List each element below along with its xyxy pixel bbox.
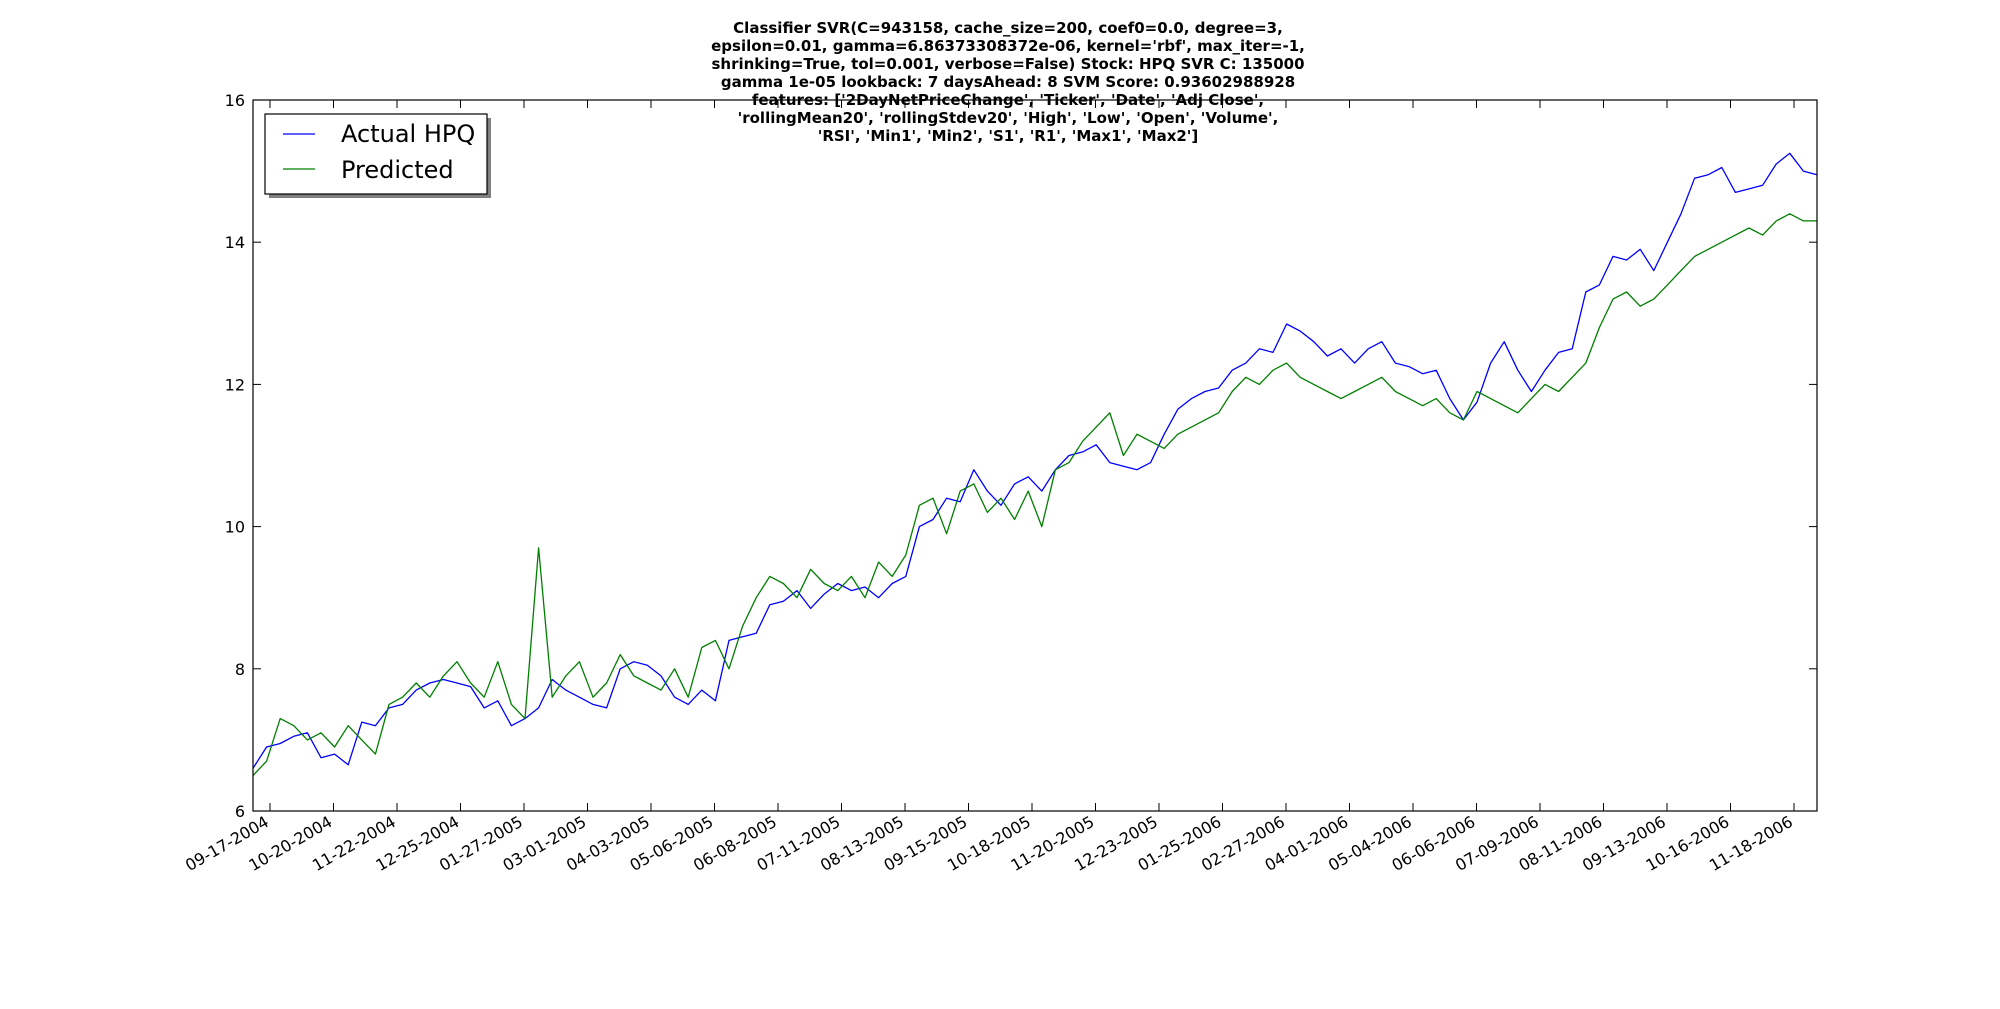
legend-box <box>264 113 488 195</box>
series-line-predicted <box>252 213 1817 776</box>
y-tick-label: 12 <box>225 375 245 394</box>
title-line: Classifier SVR(C=943158, cache_size=200,… <box>733 19 1283 37</box>
y-axis: 6 8 10 12 14 16 <box>225 91 1817 821</box>
x-axis: 09-17-200410-20-200411-22-200412-25-2004… <box>182 100 1796 875</box>
legend: Actual HPQ Predicted <box>264 113 491 198</box>
y-tick-label: 10 <box>225 518 245 537</box>
y-tick-label: 14 <box>225 233 245 252</box>
legend-label-predicted: Predicted <box>341 156 454 184</box>
plot-series <box>252 152 1818 776</box>
series-line-actual <box>252 152 1818 769</box>
y-tick-label: 6 <box>235 802 245 821</box>
title-line: gamma 1e-05 lookback: 7 daysAhead: 8 SVM… <box>721 73 1295 91</box>
y-tick-label: 16 <box>225 91 245 110</box>
title-line: 'rollingMean20', 'rollingStdev20', 'High… <box>738 109 1279 127</box>
chart-title: Classifier SVR(C=943158, cache_size=200,… <box>711 19 1305 145</box>
title-line: 'RSI', 'Min1', 'Min2', 'S1', 'R1', 'Max1… <box>818 127 1199 145</box>
plot-frame <box>252 99 1818 812</box>
y-tick-label: 8 <box>235 660 245 679</box>
legend-label-actual: Actual HPQ <box>341 120 475 148</box>
title-line: epsilon=0.01, gamma=6.86373308372e-06, k… <box>711 37 1305 55</box>
title-line: shrinking=True, tol=0.001, verbose=False… <box>711 55 1304 73</box>
